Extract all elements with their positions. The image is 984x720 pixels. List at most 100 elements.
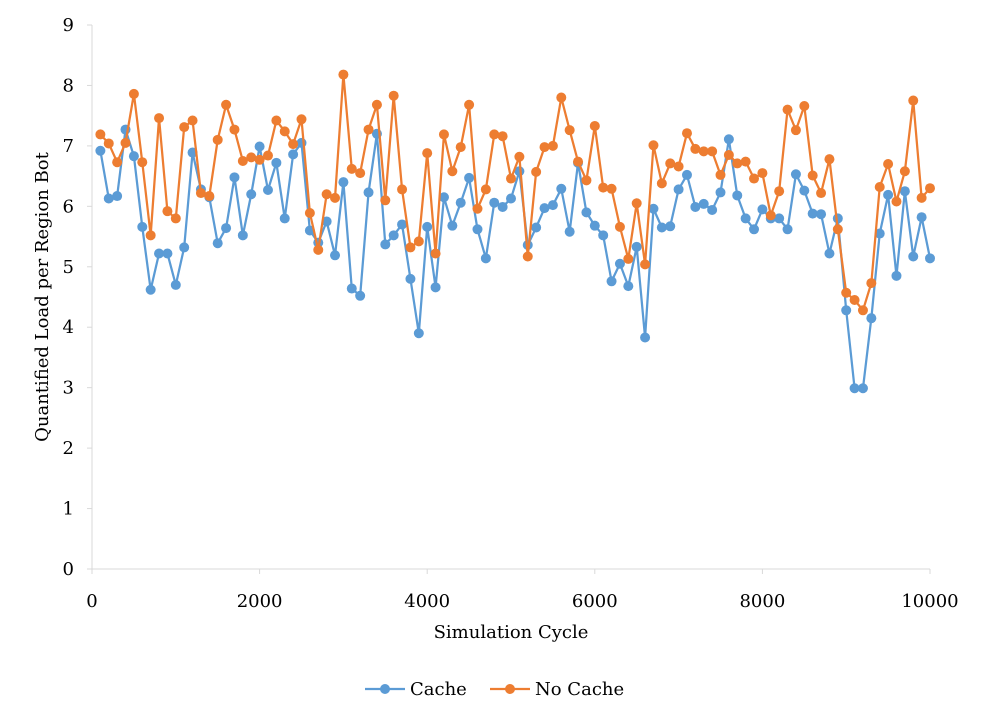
data-point-cache [891,270,902,281]
data-point-cache [774,213,785,224]
y-tick-label: 1 [63,499,74,520]
data-point-no-cache [573,156,584,167]
data-point-cache [656,222,667,233]
data-point-no-cache [690,143,701,154]
legend: Cache No Cache [365,679,624,700]
data-point-no-cache [681,128,692,139]
x-tick-label: 0 [86,591,97,612]
data-point-cache [899,186,910,197]
data-point-cache [397,219,408,230]
data-point-no-cache [899,166,910,177]
y-tick-label: 8 [63,75,74,96]
series-cache [95,124,935,394]
data-point-no-cache [229,124,240,135]
x-tick-label: 8000 [739,591,785,612]
data-point-no-cache [271,115,282,126]
data-point-cache [623,281,634,292]
data-point-cache [606,276,617,287]
legend-marker-cache [380,684,390,694]
data-point-cache [229,172,240,183]
data-point-no-cache [673,161,684,172]
data-point-no-cache [413,236,424,247]
series-line-no-cache [99,73,931,312]
data-point-no-cache [732,158,743,169]
x-axis-title: Simulation Cycle [434,622,589,643]
data-point-no-cache [464,99,475,110]
data-point-cache [539,203,550,214]
data-point-cache [564,226,575,237]
data-point-cache [631,241,642,252]
data-point-no-cache [916,192,927,203]
data-point-no-cache [581,175,592,186]
data-point-no-cache [665,158,676,169]
data-point-no-cache [707,146,718,157]
data-point-no-cache [212,134,223,145]
data-point-no-cache [866,278,877,289]
data-point-cache [640,332,651,343]
data-point-cache [799,185,810,196]
data-point-no-cache [187,115,198,126]
data-point-no-cache [128,88,139,99]
data-point-cache [723,134,734,145]
data-point-no-cache [103,138,114,149]
data-point-no-cache [556,92,567,103]
legend-label-no-cache: No Cache [535,679,624,700]
data-point-cache [690,201,701,212]
data-point-cache [262,185,273,196]
data-point-no-cache [648,140,659,151]
data-point-no-cache [589,120,600,131]
data-point-no-cache [497,131,508,142]
data-point-cache [665,221,676,232]
data-point-cache [95,145,106,156]
data-point-cache [715,187,726,198]
data-point-cache [589,220,600,231]
data-point-no-cache [640,259,651,270]
data-point-no-cache [95,129,106,140]
data-point-cache [145,284,156,295]
data-point-cache [112,191,123,202]
data-point-cache [698,198,709,209]
data-point-cache [614,258,625,269]
data-point-cache [489,197,500,208]
data-point-no-cache [740,156,751,167]
data-point-cache [849,383,860,394]
data-point-cache [547,200,558,211]
y-axis-ticks: 0 1 2 3 4 5 6 7 8 9 [63,15,92,580]
data-point-cache [413,328,424,339]
data-point-cache [824,248,835,259]
data-point-no-cache [288,139,299,150]
data-point-no-cache [330,192,341,203]
data-point-cache [246,189,257,200]
legend-item-no-cache: No Cache [490,679,624,700]
data-point-no-cache [925,183,935,194]
data-point-no-cache [321,189,332,200]
data-point-cache [338,177,349,188]
data-point-no-cache [480,184,491,195]
data-point-no-cache [447,166,458,177]
data-point-no-cache [338,69,349,80]
data-point-no-cache [715,169,726,180]
data-point-no-cache [405,242,416,253]
x-tick-label: 10000 [901,591,958,612]
data-point-no-cache [807,170,818,181]
data-point-cache [162,248,173,259]
data-point-cache [103,193,114,204]
data-point-no-cache [782,104,793,115]
data-point-cache [430,282,441,293]
data-point-no-cache [623,253,634,264]
data-point-no-cache [195,188,206,199]
data-point-cache [237,230,248,241]
data-point-cache [740,213,751,224]
data-point-no-cache [614,221,625,232]
data-point-cache [749,224,760,235]
data-point-cache [405,273,416,284]
data-point-no-cache [363,124,374,135]
y-tick-label: 7 [63,136,74,157]
data-point-no-cache [246,152,257,163]
data-point-cache [916,212,927,223]
data-point-cache [480,253,491,264]
data-point-cache [472,224,483,235]
data-point-cache [170,279,181,290]
y-tick-label: 2 [63,438,74,459]
